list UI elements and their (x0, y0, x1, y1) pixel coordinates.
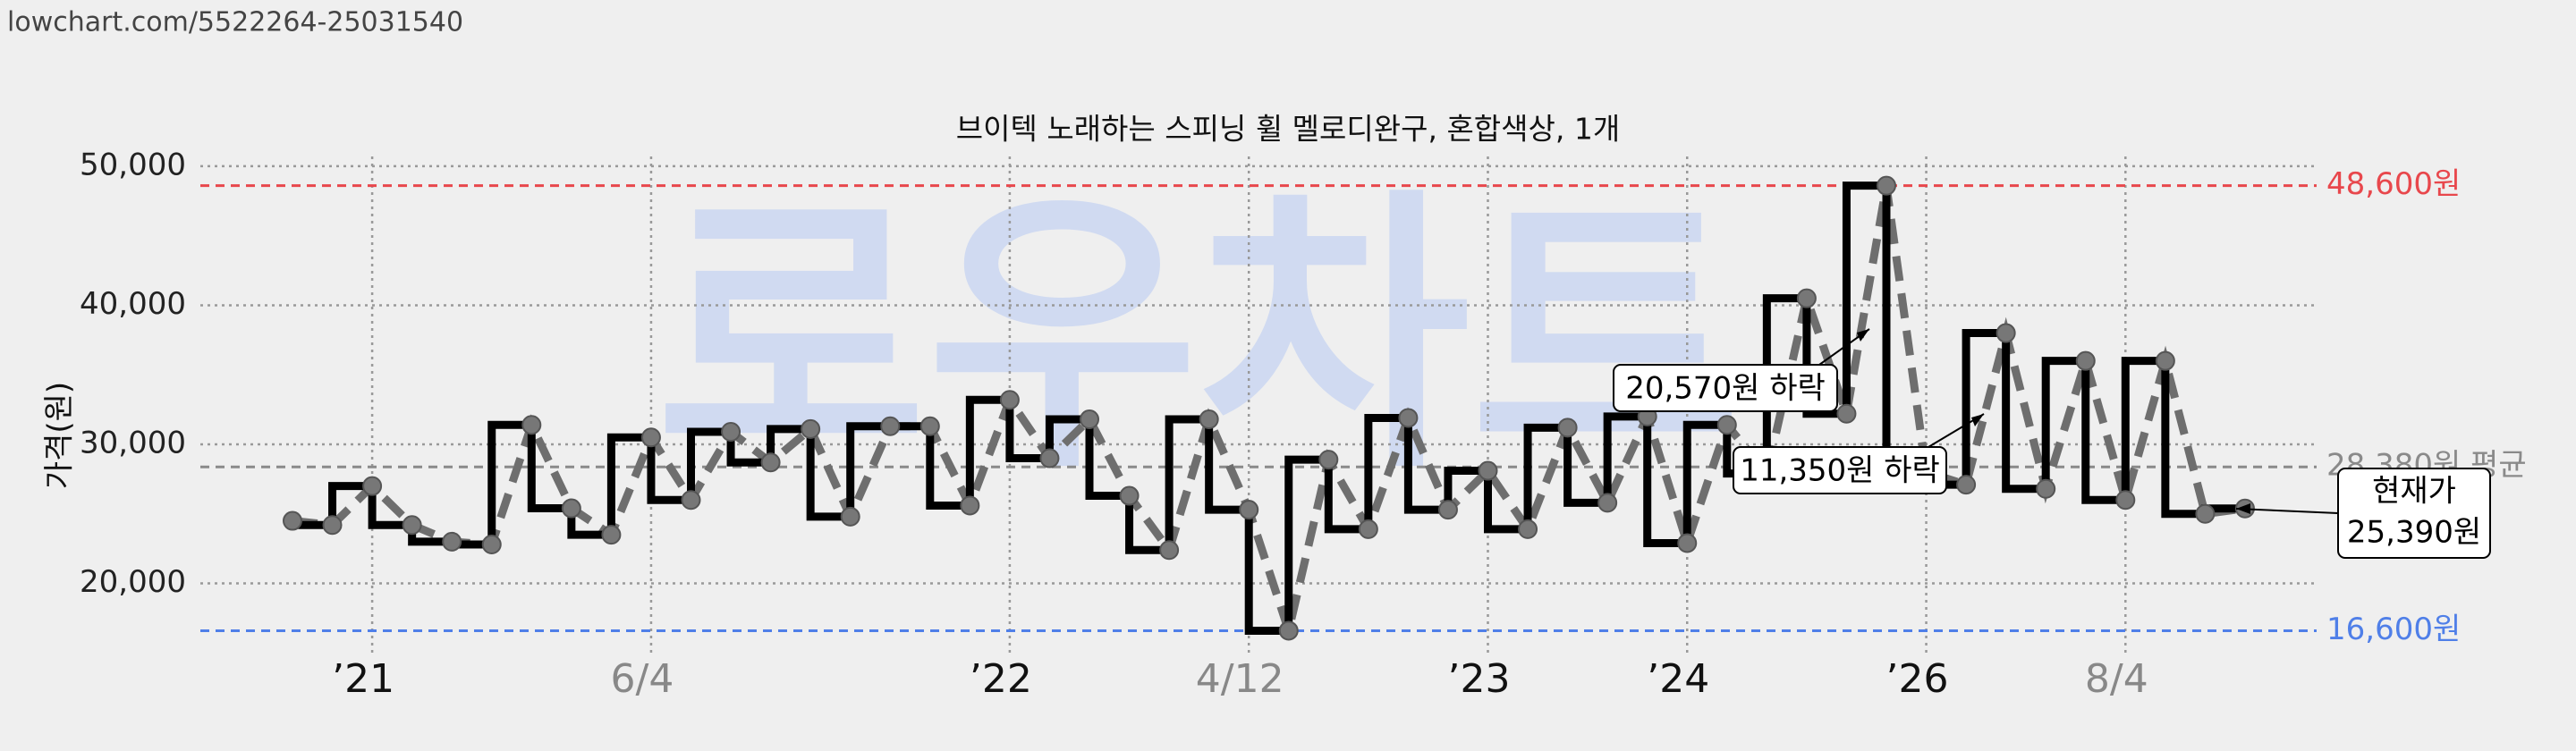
point (2155, 350, 2175, 371)
point (283, 511, 302, 531)
annotation-box (1613, 364, 1838, 412)
point (880, 416, 901, 436)
point (1557, 418, 1578, 438)
point (2115, 490, 2136, 511)
point (1836, 403, 1857, 424)
annotation-box (2337, 468, 2491, 559)
x-tick-label: ’23 (1448, 656, 1511, 702)
y-tick-label: 20,000 (80, 564, 186, 600)
y-tick-label: 40,000 (80, 286, 186, 322)
annotation-text: 20,570원 하락 (1625, 371, 1826, 407)
reference-label: 16,600원 (2326, 612, 2461, 647)
x-tick-label: 4/12 (1196, 656, 1284, 702)
point (442, 531, 462, 552)
point (402, 515, 422, 536)
point (1996, 323, 2016, 343)
x-tick-label: ’24 (1647, 656, 1709, 702)
x-tick-label: 6/4 (611, 656, 674, 702)
annotation-arrow (2235, 508, 2339, 514)
point (2195, 503, 2216, 524)
point (1080, 409, 1099, 429)
y-tick-label: 30,000 (80, 426, 186, 461)
point (721, 422, 741, 442)
arrow-head (2236, 503, 2250, 514)
point (1318, 450, 1339, 470)
point (760, 452, 781, 473)
point (322, 515, 343, 536)
watermark: 로우차트 (656, 165, 1741, 508)
x-tick-label: 8/4 (2085, 656, 2148, 702)
point (640, 427, 661, 448)
point (1398, 408, 1419, 428)
point (960, 495, 980, 516)
point (1518, 519, 1538, 539)
point (681, 490, 701, 511)
point (919, 416, 940, 436)
point (1159, 540, 1180, 561)
point (1677, 533, 1698, 553)
point (1039, 448, 1060, 468)
point (1199, 409, 1219, 429)
annotation-text: 현재가 (2372, 474, 2456, 510)
x-tick-label: ’22 (970, 656, 1032, 702)
point (1437, 500, 1458, 520)
point (801, 418, 821, 439)
point (1956, 475, 1977, 495)
point (521, 415, 542, 435)
trend-line (292, 184, 2246, 646)
annotation-box (1733, 446, 1947, 494)
point (1597, 493, 1618, 513)
point (601, 525, 622, 545)
point (1877, 175, 1896, 196)
point (561, 498, 581, 519)
point (2036, 478, 2056, 499)
point (2075, 350, 2096, 371)
y-tick-label: 50,000 (80, 147, 186, 182)
url: lowchart.com/5522264-25031540 (7, 7, 463, 38)
point (1278, 620, 1299, 641)
arrow-head (1971, 414, 1984, 426)
point (1478, 460, 1498, 481)
point (840, 506, 860, 527)
arrow-head (1857, 329, 1869, 342)
point (481, 535, 502, 554)
reference-label: 48,600원 (2326, 166, 2461, 202)
point (1358, 519, 1378, 539)
annotation-text: 25,390원 (2347, 515, 2481, 551)
point (362, 476, 383, 496)
point (1796, 288, 1817, 308)
annotation-text: 11,350원 하락 (1740, 453, 1940, 489)
x-tick-label: ’26 (1886, 656, 1949, 702)
point (1119, 485, 1140, 506)
chart-title: 브이텍 노래하는 스피닝 휠 멜로디완구, 혼합색상, 1개 (956, 112, 1620, 147)
x-tick-label: ’21 (332, 656, 394, 702)
point (1716, 415, 1737, 435)
point (999, 390, 1020, 410)
y-axis-label: 가격(원) (42, 382, 78, 489)
point (1239, 500, 1259, 520)
